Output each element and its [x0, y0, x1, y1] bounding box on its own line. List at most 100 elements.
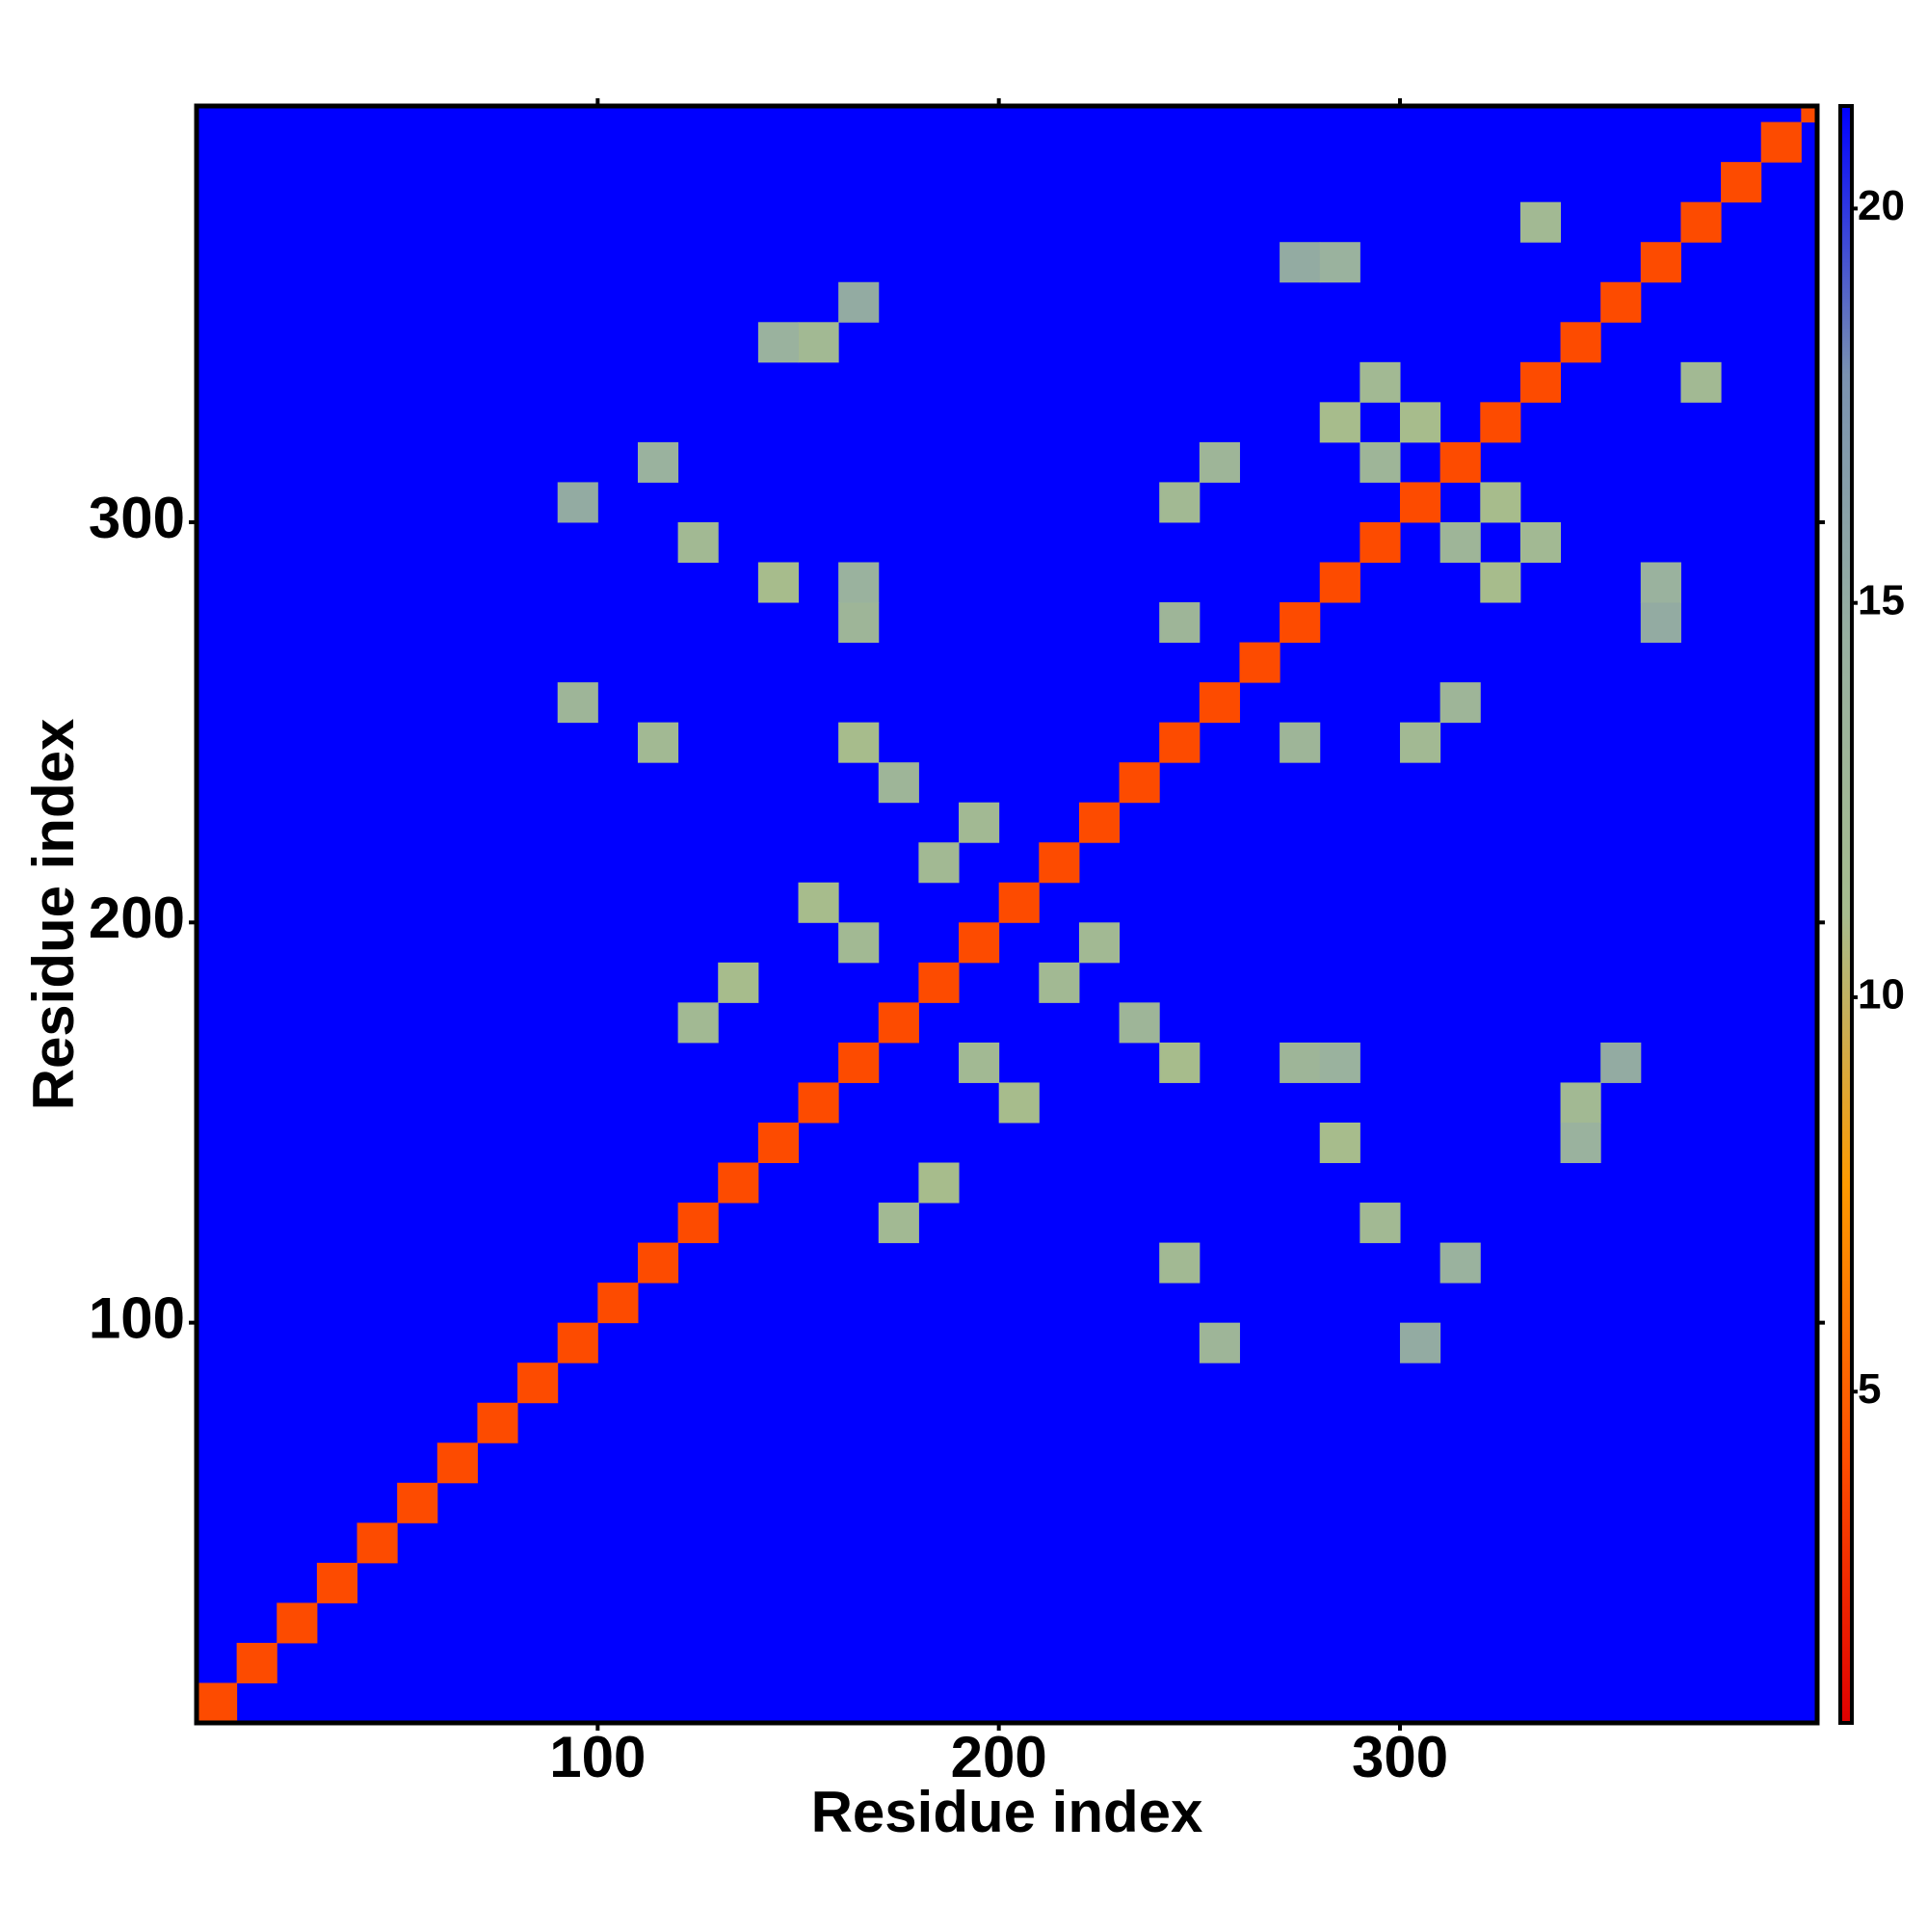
heatmap-cell	[1280, 242, 1321, 283]
y-tick-label: 200	[89, 886, 185, 950]
colorbar-tick-label: 15	[1858, 576, 1905, 623]
heatmap-cell	[878, 1203, 919, 1244]
heatmap-cell	[1400, 722, 1441, 763]
heatmap-cell	[277, 1602, 318, 1644]
heatmap-cell	[959, 922, 1000, 964]
heatmap-cell	[838, 1042, 880, 1083]
heatmap-cell	[677, 1002, 719, 1044]
heatmap-cell	[838, 281, 880, 323]
heatmap-cell	[1159, 1242, 1201, 1284]
heatmap-cell	[1760, 121, 1802, 163]
heatmap-cell	[1359, 441, 1401, 483]
heatmap-cell	[1280, 602, 1321, 644]
heatmap-cell	[1640, 602, 1681, 644]
y-tick-label: 100	[89, 1285, 185, 1350]
colorbar-tick-label: 10	[1858, 971, 1905, 1019]
colorbar-tick-label: 5	[1858, 1365, 1881, 1413]
heatmap-cell	[1239, 642, 1280, 683]
x-tick-label: 200	[951, 1725, 1047, 1789]
heatmap-cell	[878, 762, 919, 804]
x-tick-label: 100	[549, 1725, 646, 1789]
heatmap-cell	[1159, 722, 1201, 763]
heatmap-cell	[677, 521, 719, 563]
heatmap-cell	[1400, 402, 1441, 443]
heatmap-cell	[1721, 162, 1762, 203]
heatmap-cell	[798, 882, 839, 923]
x-tick-label: 300	[1352, 1725, 1448, 1789]
heatmap-cell	[918, 962, 960, 1003]
heatmap-cell	[959, 1042, 1000, 1083]
heatmap-cell	[1640, 242, 1681, 283]
heatmap-cell	[998, 882, 1040, 923]
heatmap-cell	[838, 602, 880, 644]
heatmap-cell	[1039, 962, 1080, 1003]
heatmap-cell	[1359, 361, 1401, 403]
heatmap-cell	[1400, 1322, 1441, 1363]
heatmap-cell	[1560, 1082, 1601, 1124]
heatmap-cell	[1560, 1122, 1601, 1164]
heatmap-cell	[1480, 562, 1521, 603]
heatmap-cell	[557, 1322, 598, 1363]
heatmap-cell	[959, 802, 1000, 843]
heatmap-cell	[1400, 482, 1441, 523]
heatmap-cell	[798, 322, 839, 363]
heatmap-cell	[1801, 106, 1817, 123]
heatmap-cell	[1439, 441, 1481, 483]
y-axis-title: Residue index	[21, 719, 86, 1111]
heatmap-cell	[1119, 762, 1160, 804]
heatmap-cell	[1480, 482, 1521, 523]
heatmap-cell	[1319, 402, 1360, 443]
heatmap-cell	[1319, 1042, 1360, 1083]
heatmap-cell	[1199, 1322, 1240, 1363]
heatmap-cell	[1280, 722, 1321, 763]
heatmap-cell	[718, 1162, 759, 1204]
colorbar-tick-label: 20	[1858, 182, 1905, 229]
heatmap-cell	[757, 562, 800, 603]
heatmap-cell	[998, 1082, 1040, 1124]
heatmap-cell	[677, 1203, 719, 1244]
heatmap-cell	[1280, 1042, 1321, 1083]
heatmap-cell	[1119, 1002, 1160, 1044]
heatmap-cell	[1319, 242, 1360, 283]
heatmap-cell	[1159, 602, 1201, 644]
heatmap-cell	[1439, 521, 1481, 563]
heatmap-cell	[477, 1402, 518, 1443]
heatmap-cell	[597, 1283, 639, 1324]
heatmap-cell	[1319, 562, 1360, 603]
heatmap-cell	[1680, 361, 1722, 403]
heatmap-cell	[316, 1562, 358, 1603]
heatmap-cell	[1359, 1203, 1401, 1244]
heatmap-cell	[1680, 201, 1722, 243]
heatmap-cell	[1039, 842, 1080, 884]
heatmap-cell	[1519, 201, 1562, 243]
heatmap-cell	[1319, 1122, 1360, 1164]
heatmap-cell	[637, 441, 679, 483]
heatmap-cell	[1519, 521, 1562, 563]
heatmap-cell	[236, 1642, 277, 1683]
heatmap-cell	[1640, 562, 1681, 603]
heatmap-cell	[1600, 1042, 1642, 1083]
heatmap-cell	[718, 962, 759, 1003]
heatmap-cell	[356, 1522, 398, 1564]
heatmap-cell	[197, 1682, 238, 1723]
heatmap-cell	[637, 1242, 679, 1284]
heatmap-cell	[1480, 402, 1521, 443]
heatmap-cell	[1560, 322, 1601, 363]
heatmap-cell	[1159, 482, 1201, 523]
heatmap-cell	[918, 1162, 960, 1204]
heatmap-cell	[838, 562, 880, 603]
heatmap-cell	[1439, 1242, 1481, 1284]
y-tick-label: 300	[89, 486, 185, 550]
heatmap-cell	[1439, 682, 1481, 724]
heatmap-cell	[838, 922, 880, 964]
heatmap-cell	[1600, 281, 1642, 323]
heatmap-cell	[557, 482, 598, 523]
heatmap-cell	[436, 1442, 478, 1484]
heatmap-cell	[517, 1363, 559, 1404]
x-axis-title: Residue index	[811, 1780, 1203, 1844]
heatmap-cell	[557, 682, 598, 724]
heatmap-cell	[397, 1482, 438, 1523]
heatmap-cell	[1199, 441, 1240, 483]
heatmap-cell	[757, 322, 800, 363]
